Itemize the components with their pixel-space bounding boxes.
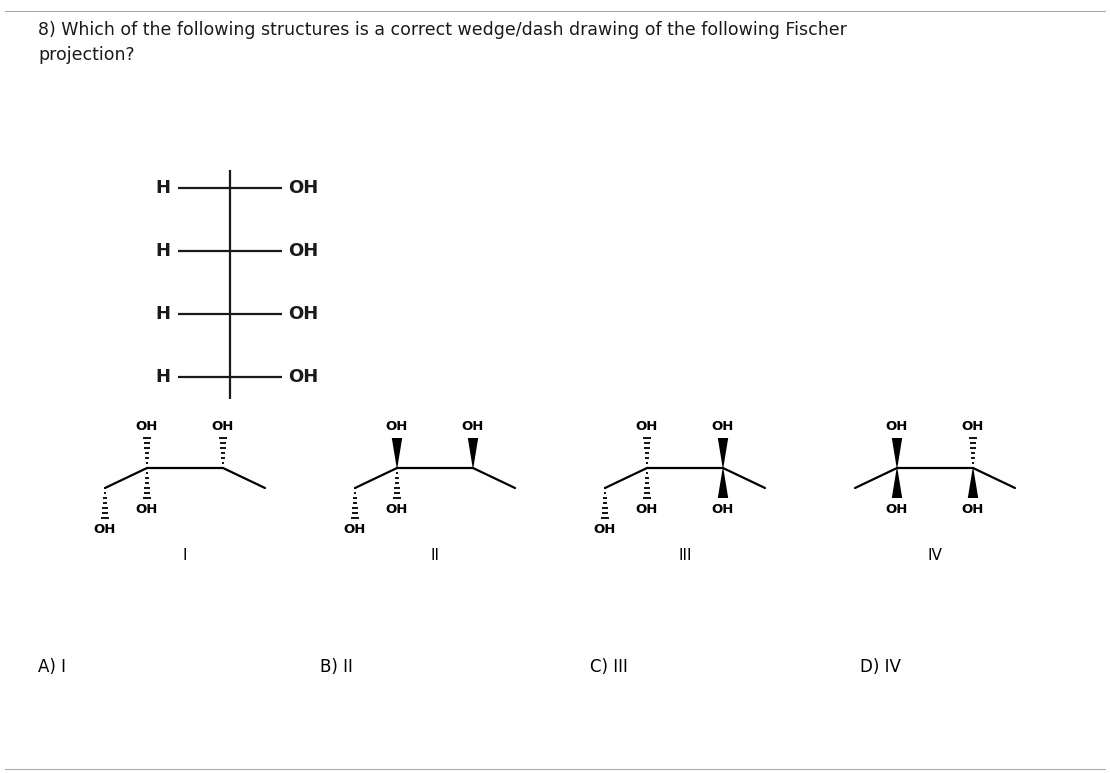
Text: D) IV: D) IV (860, 658, 901, 676)
Text: OH: OH (886, 420, 908, 433)
Text: OH: OH (135, 503, 159, 516)
Text: OH: OH (636, 503, 658, 516)
Text: I: I (183, 548, 188, 563)
Text: OH: OH (594, 523, 616, 536)
Text: H: H (155, 242, 170, 260)
Text: OH: OH (386, 420, 408, 433)
Text: C) III: C) III (591, 658, 628, 676)
Text: OH: OH (287, 179, 319, 197)
Text: OH: OH (287, 242, 319, 260)
Text: II: II (431, 548, 440, 563)
Text: H: H (155, 179, 170, 197)
Text: OH: OH (287, 305, 319, 323)
Text: H: H (155, 368, 170, 386)
Text: III: III (678, 548, 692, 563)
Text: OH: OH (386, 503, 408, 516)
Polygon shape (392, 438, 402, 468)
Text: OH: OH (462, 420, 484, 433)
Text: OH: OH (94, 523, 117, 536)
Polygon shape (891, 468, 902, 498)
Text: projection?: projection? (38, 46, 134, 64)
Text: A) I: A) I (38, 658, 65, 676)
Text: OH: OH (886, 503, 908, 516)
Text: OH: OH (344, 523, 366, 536)
Polygon shape (467, 438, 478, 468)
Text: OH: OH (712, 503, 734, 516)
Text: OH: OH (636, 420, 658, 433)
Polygon shape (891, 438, 902, 468)
Text: OH: OH (712, 420, 734, 433)
Text: B) II: B) II (320, 658, 353, 676)
Text: OH: OH (961, 503, 985, 516)
Text: H: H (155, 305, 170, 323)
Polygon shape (968, 468, 978, 498)
Text: OH: OH (212, 420, 234, 433)
Polygon shape (718, 438, 728, 468)
Text: 8) Which of the following structures is a correct wedge/dash drawing of the foll: 8) Which of the following structures is … (38, 21, 847, 39)
Polygon shape (718, 468, 728, 498)
Text: OH: OH (287, 368, 319, 386)
Text: OH: OH (135, 420, 159, 433)
Text: IV: IV (928, 548, 942, 563)
Text: OH: OH (961, 420, 985, 433)
